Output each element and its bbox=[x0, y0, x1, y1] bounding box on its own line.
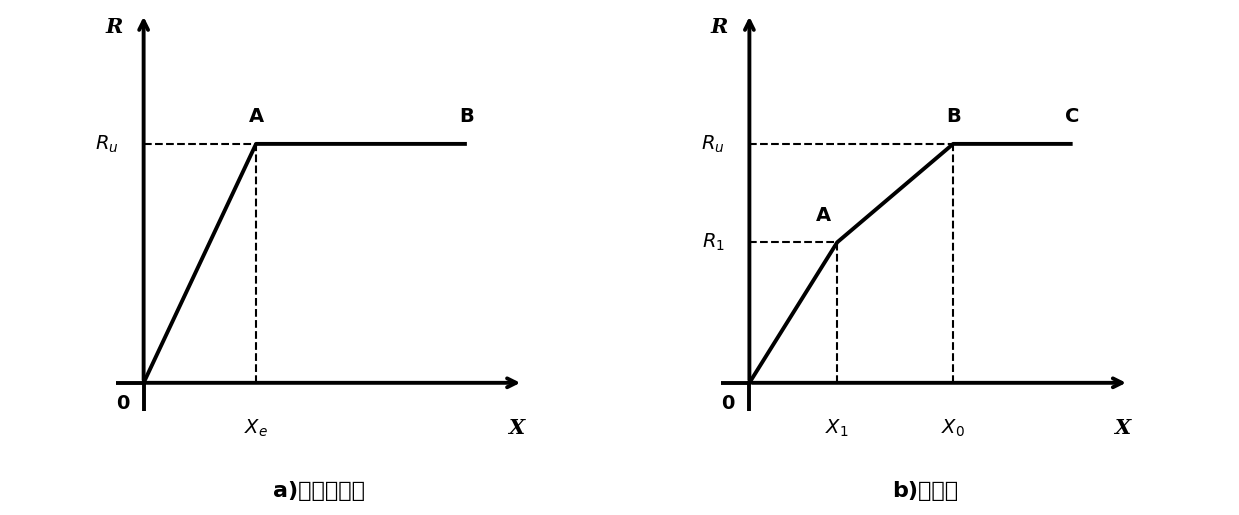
Text: b)三线性: b)三线性 bbox=[892, 481, 958, 501]
Text: a)理想弹塑性: a)理想弹塑性 bbox=[274, 481, 366, 501]
Text: B: B bbox=[945, 107, 960, 126]
Text: 0: 0 bbox=[721, 394, 735, 414]
Text: X: X bbox=[1114, 418, 1130, 438]
Text: $R_u$: $R_u$ bbox=[95, 133, 119, 154]
Text: R: R bbox=[711, 18, 729, 38]
Text: C: C bbox=[1066, 107, 1080, 126]
Text: $X_e$: $X_e$ bbox=[244, 418, 268, 439]
Text: $R_1$: $R_1$ bbox=[701, 232, 725, 253]
Text: $X_0$: $X_0$ bbox=[942, 418, 965, 439]
Text: X: X bbox=[508, 418, 524, 438]
Text: A: A bbox=[249, 107, 264, 126]
Text: $X_1$: $X_1$ bbox=[825, 418, 849, 439]
Text: B: B bbox=[460, 107, 475, 126]
Text: $R_u$: $R_u$ bbox=[701, 133, 725, 154]
Text: A: A bbox=[815, 205, 830, 225]
Text: 0: 0 bbox=[116, 394, 129, 414]
Text: R: R bbox=[105, 18, 123, 38]
